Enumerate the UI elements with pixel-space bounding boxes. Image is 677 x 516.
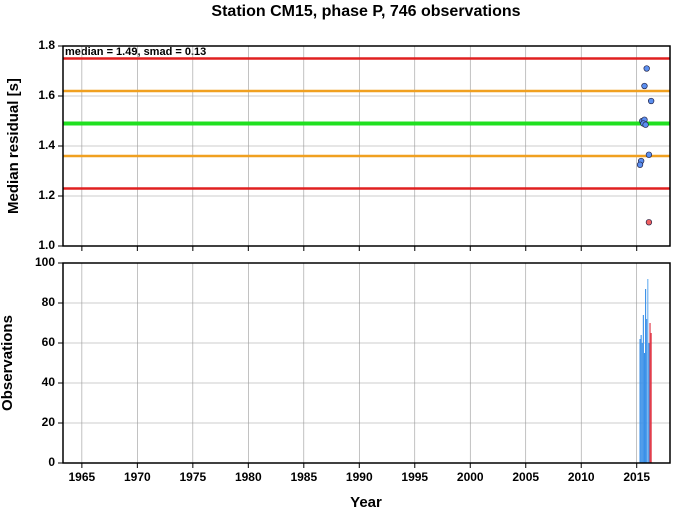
point [642, 121, 649, 128]
bar [642, 315, 644, 463]
point [643, 65, 650, 72]
x-tick-label: 2010 [568, 470, 595, 484]
bar [648, 343, 650, 463]
y-tick-label: 20 [42, 415, 56, 429]
bar [641, 343, 643, 463]
chart-title: Station CM15, phase P, 746 observations [211, 3, 520, 20]
point [645, 219, 653, 226]
x-tick-label: 1980 [235, 470, 262, 484]
y-axis-label: Median residual [s] [5, 78, 22, 214]
bar [649, 323, 651, 463]
x-tick-label: 1990 [346, 470, 373, 484]
point [645, 151, 653, 158]
bar [646, 319, 648, 463]
bar [640, 335, 642, 463]
y-tick-label: 1.8 [38, 38, 55, 52]
y-axis-label: Observations [0, 315, 16, 411]
x-tick-label: 1985 [290, 470, 317, 484]
y-tick-label: 1.4 [38, 138, 55, 152]
x-tick-label: 1975 [179, 470, 206, 484]
point [641, 82, 648, 90]
y-tick-label: 1.0 [38, 238, 55, 252]
y-tick-label: 0 [48, 455, 55, 469]
x-axis-label: Year [350, 494, 382, 511]
x-tick-label: 2005 [512, 470, 539, 484]
point [636, 161, 644, 168]
y-tick-label: 60 [42, 335, 56, 349]
x-tick-label: 1995 [401, 470, 428, 484]
y-tick-label: 1.2 [38, 188, 55, 202]
bar [643, 353, 646, 463]
bar [645, 289, 647, 463]
annotation: median = 1.49, smad = 0.13 [65, 46, 206, 58]
x-tick-label: 2000 [457, 470, 484, 484]
bar [639, 339, 641, 463]
y-tick-label: 40 [42, 375, 56, 389]
x-tick-label: 1970 [124, 470, 151, 484]
bar [647, 279, 649, 463]
plot-frame [62, 45, 671, 247]
bar [650, 333, 652, 463]
y-tick-label: 80 [42, 295, 56, 309]
x-tick-label: 2015 [623, 470, 650, 484]
x-tick-label: 1965 [69, 470, 96, 484]
plot-frame [62, 262, 671, 464]
y-tick-label: 100 [35, 255, 55, 269]
point [647, 97, 655, 105]
y-tick-label: 1.6 [38, 88, 55, 102]
